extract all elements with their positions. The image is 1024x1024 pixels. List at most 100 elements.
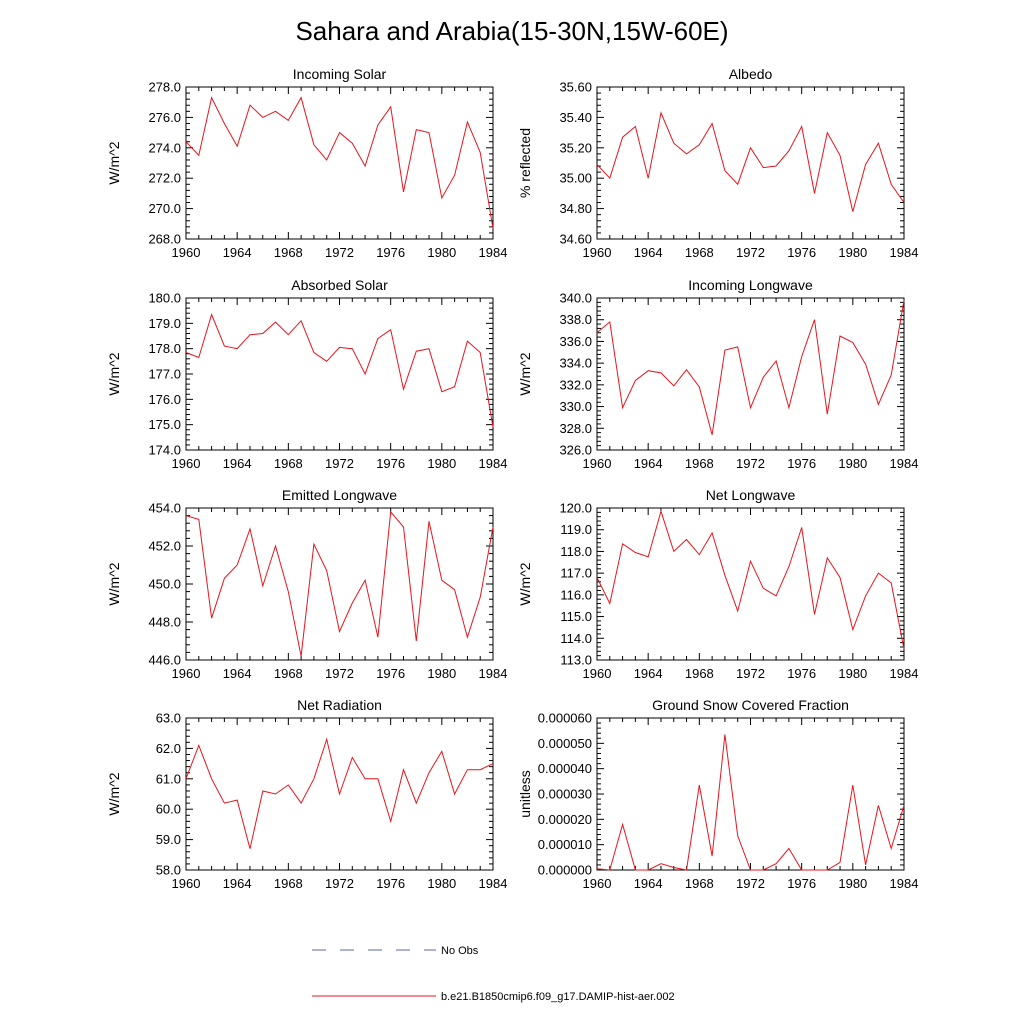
y-tick-label: 328.0 <box>559 421 592 436</box>
y-tick-label: 174.0 <box>148 443 181 458</box>
plot-frame <box>596 86 905 240</box>
y-tick-label: 35.60 <box>559 80 592 95</box>
x-tick-label: 1984 <box>890 456 919 471</box>
x-tick-label: 1960 <box>583 456 612 471</box>
y-axis-label: % reflected <box>517 128 533 198</box>
y-tick-label: 118.0 <box>560 544 592 559</box>
y-tick-label: 0.000030 <box>538 787 592 802</box>
x-tick-label: 1964 <box>634 456 663 471</box>
panel-title: Ground Snow Covered Fraction <box>652 697 849 713</box>
plot-frame <box>596 297 905 451</box>
y-tick-label: 452.0 <box>148 539 181 554</box>
y-tick-label: 177.0 <box>148 367 181 382</box>
chart-panel-1: Incoming Solar W/m^2 1960 1964 1968 1972 1976 1… <box>106 66 507 260</box>
panel-title: Emitted Longwave <box>282 487 397 503</box>
x-tick-label: 1972 <box>736 245 765 260</box>
x-tick-label: 1960 <box>172 245 201 260</box>
y-tick-label: 60.0 <box>156 802 181 817</box>
y-tick-label: 274.0 <box>148 140 181 155</box>
y-tick-label: 35.00 <box>559 171 592 186</box>
chart-panel-2: Albedo % reflected 1960 1964 1968 1972 1976 198… <box>517 66 918 260</box>
y-tick-label: 446.0 <box>148 653 181 668</box>
panel-title: Incoming Solar <box>293 66 387 82</box>
x-tick-label: 1984 <box>479 456 508 471</box>
x-tick-label: 1972 <box>736 456 765 471</box>
chart-panel-7: Net Radiation W/m^2 1960 1964 1968 1972 1976 19… <box>106 697 507 891</box>
chart-panel-4: Incoming Longwave W/m^2 1960 1964 1968 1972 19… <box>517 277 918 471</box>
y-tick-label: 0.000050 <box>538 736 592 751</box>
x-tick-label: 1972 <box>736 666 765 681</box>
y-tick-label: 336.0 <box>559 334 592 349</box>
x-tick-label: 1980 <box>427 666 456 681</box>
series-line <box>185 312 494 428</box>
y-tick-label: 34.60 <box>559 232 592 247</box>
y-tick-label: 448.0 <box>148 615 181 630</box>
series-line <box>596 734 905 871</box>
x-tick-label: 1968 <box>274 666 303 681</box>
chart-panel-8: Ground Snow Covered Fraction unitless 1960… <box>517 697 918 891</box>
x-tick-label: 1968 <box>274 456 303 471</box>
x-tick-label: 1960 <box>172 876 201 891</box>
legend-label-obs: No Obs <box>441 945 479 957</box>
x-tick-label: 1984 <box>890 876 919 891</box>
plot-frame <box>185 86 494 240</box>
y-tick-label: 63.0 <box>156 711 181 726</box>
y-tick-label: 115.0 <box>560 609 592 624</box>
x-tick-label: 1980 <box>427 456 456 471</box>
x-tick-label: 1976 <box>787 876 816 891</box>
x-tick-label: 1984 <box>479 666 508 681</box>
y-tick-label: 176.0 <box>148 392 181 407</box>
chart-panel-6: Net Longwave W/m^2 1960 1964 1968 1972 1976 198… <box>517 487 918 681</box>
series-line <box>596 111 905 212</box>
x-tick-label: 1980 <box>838 456 867 471</box>
y-tick-label: 35.40 <box>559 110 592 125</box>
x-tick-label: 1964 <box>223 245 252 260</box>
series-line <box>596 300 905 435</box>
y-tick-label: 116.0 <box>560 587 592 602</box>
x-tick-label: 1976 <box>376 456 405 471</box>
x-tick-label: 1980 <box>838 666 867 681</box>
panel-title: Incoming Longwave <box>688 277 813 293</box>
x-tick-label: 1972 <box>736 876 765 891</box>
chart-panels: Incoming Solar W/m^2 1960 1964 1968 1972 1976 1… <box>106 66 918 891</box>
y-tick-label: 180.0 <box>148 291 181 306</box>
x-tick-label: 1968 <box>685 876 714 891</box>
series-line <box>185 510 494 657</box>
x-tick-label: 1980 <box>427 245 456 260</box>
x-tick-label: 1964 <box>634 876 663 891</box>
y-tick-label: 0.000060 <box>538 711 592 726</box>
x-tick-label: 1976 <box>787 666 816 681</box>
x-tick-label: 1976 <box>376 666 405 681</box>
x-tick-label: 1960 <box>172 666 201 681</box>
x-tick-label: 1968 <box>274 245 303 260</box>
y-axis-label: W/m^2 <box>517 352 533 395</box>
y-tick-label: 332.0 <box>559 377 592 392</box>
x-tick-label: 1972 <box>325 876 354 891</box>
y-tick-label: 272.0 <box>148 171 181 186</box>
x-tick-label: 1984 <box>479 876 508 891</box>
y-tick-label: 450.0 <box>148 577 181 592</box>
y-tick-label: 62.0 <box>156 741 181 756</box>
y-axis-label: W/m^2 <box>106 772 122 815</box>
y-tick-label: 178.0 <box>148 341 181 356</box>
panel-title: Absorbed Solar <box>291 277 388 293</box>
legend-label-model: b.e21.B1850cmip6.f09_g17.DAMIP-hist-aer.… <box>441 991 675 1003</box>
x-tick-label: 1976 <box>376 876 405 891</box>
x-tick-label: 1960 <box>172 456 201 471</box>
x-tick-label: 1984 <box>890 666 919 681</box>
plot-frame <box>185 297 494 451</box>
y-tick-label: 61.0 <box>156 771 181 786</box>
y-tick-label: 114.0 <box>560 631 592 646</box>
x-tick-label: 1980 <box>838 876 867 891</box>
y-tick-label: 338.0 <box>559 312 592 327</box>
y-tick-label: 58.0 <box>156 863 181 878</box>
x-tick-label: 1960 <box>583 666 612 681</box>
y-tick-label: 35.20 <box>559 140 592 155</box>
x-tick-label: 1960 <box>583 245 612 260</box>
y-axis-label: unitless <box>517 770 533 817</box>
chart-panel-3: Absorbed Solar W/m^2 1960 1964 1968 1972 1976 1… <box>106 277 507 471</box>
x-tick-label: 1972 <box>325 666 354 681</box>
chart-panel-5: Emitted Longwave W/m^2 1960 1964 1968 1972 197… <box>106 487 507 681</box>
x-tick-label: 1968 <box>685 456 714 471</box>
y-tick-label: 0.000020 <box>538 812 592 827</box>
